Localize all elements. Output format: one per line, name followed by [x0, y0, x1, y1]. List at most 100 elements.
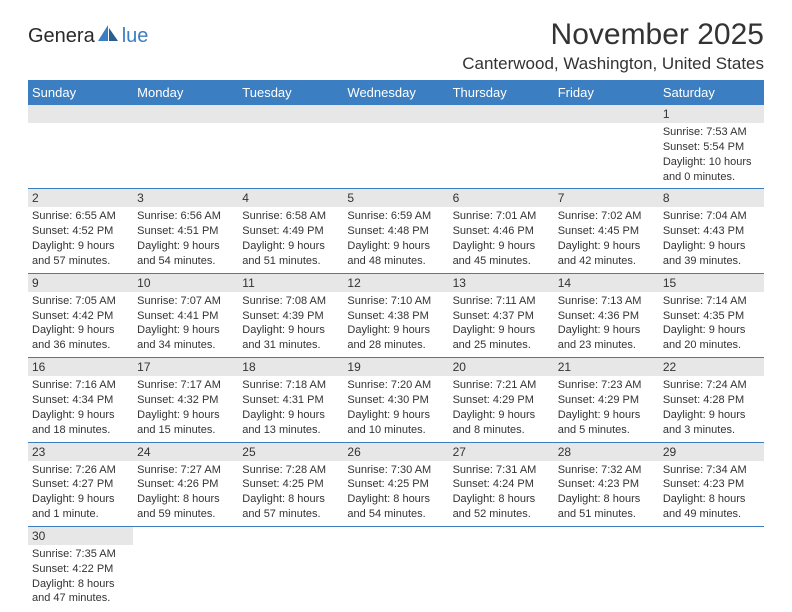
sunset-text: Sunset: 4:29 PM [453, 393, 550, 408]
calendar-day: 12Sunrise: 7:10 AMSunset: 4:38 PMDayligh… [343, 274, 448, 357]
day-info: Sunrise: 7:26 AMSunset: 4:27 PMDaylight:… [32, 463, 129, 522]
daylight-text: Daylight: 8 hours and 51 minutes. [558, 492, 655, 522]
daylight-text: Daylight: 9 hours and 42 minutes. [558, 239, 655, 269]
sunset-text: Sunset: 4:28 PM [663, 393, 760, 408]
daylight-text: Daylight: 9 hours and 54 minutes. [137, 239, 234, 269]
day-info: Sunrise: 7:16 AMSunset: 4:34 PMDaylight:… [32, 378, 129, 437]
day-info: Sunrise: 7:21 AMSunset: 4:29 PMDaylight:… [453, 378, 550, 437]
sunrise-text: Sunrise: 7:35 AM [32, 547, 129, 562]
sunset-text: Sunset: 4:49 PM [242, 224, 339, 239]
calendar-day: 5Sunrise: 6:59 AMSunset: 4:48 PMDaylight… [343, 189, 448, 272]
sunset-text: Sunset: 4:29 PM [558, 393, 655, 408]
calendar-day: 22 Sunrise: 7:24 AMSunset: 4:28 PMDayligh… [659, 358, 764, 441]
day-number: 8 [659, 189, 764, 207]
sunrise-text: Sunrise: 7:08 AM [242, 294, 339, 309]
day-number-strip [554, 105, 659, 123]
daylight-text: Daylight: 9 hours and 48 minutes. [347, 239, 444, 269]
calendar-header: Sunday Monday Tuesday Wednesday Thursday… [28, 80, 764, 105]
calendar-empty [133, 527, 238, 610]
calendar-week: 1Sunrise: 7:53 AMSunset: 5:54 PMDaylight… [28, 105, 764, 189]
daylight-text: Daylight: 9 hours and 20 minutes. [663, 323, 760, 353]
sunrise-text: Sunrise: 7:31 AM [453, 463, 550, 478]
calendar-body: 1Sunrise: 7:53 AMSunset: 5:54 PMDaylight… [28, 105, 764, 610]
day-info: Sunrise: 7:31 AMSunset: 4:24 PMDaylight:… [453, 463, 550, 522]
day-number: 17 [133, 358, 238, 376]
calendar-empty [449, 527, 554, 610]
sunrise-text: Sunrise: 7:17 AM [137, 378, 234, 393]
day-info: Sunrise: 7:23 AMSunset: 4:29 PMDaylight:… [558, 378, 655, 437]
sunrise-text: Sunrise: 7:11 AM [453, 294, 550, 309]
sunset-text: Sunset: 4:25 PM [242, 477, 339, 492]
daylight-text: Daylight: 9 hours and 18 minutes. [32, 408, 129, 438]
day-header: Thursday [449, 80, 554, 105]
sunset-text: Sunset: 4:39 PM [242, 309, 339, 324]
day-number-strip [28, 105, 133, 123]
day-number: 19 [343, 358, 448, 376]
sunrise-text: Sunrise: 7:01 AM [453, 209, 550, 224]
day-header: Saturday [659, 80, 764, 105]
sunset-text: Sunset: 4:22 PM [32, 562, 129, 577]
day-info: Sunrise: 7:11 AMSunset: 4:37 PMDaylight:… [453, 294, 550, 353]
calendar-day: 10 Sunrise: 7:07 AMSunset: 4:41 PMDayligh… [133, 274, 238, 357]
day-header: Tuesday [238, 80, 343, 105]
daylight-text: Daylight: 9 hours and 8 minutes. [453, 408, 550, 438]
day-info: Sunrise: 6:58 AMSunset: 4:49 PMDaylight:… [242, 209, 339, 268]
sunset-text: Sunset: 4:42 PM [32, 309, 129, 324]
calendar-day: 23Sunrise: 7:26 AMSunset: 4:27 PMDayligh… [28, 443, 133, 526]
daylight-text: Daylight: 8 hours and 49 minutes. [663, 492, 760, 522]
day-header: Monday [133, 80, 238, 105]
sunrise-text: Sunrise: 7:24 AM [663, 378, 760, 393]
page: Genera lue November 2025 Canterwood, Was… [0, 0, 792, 610]
calendar-empty [28, 105, 133, 188]
sunset-text: Sunset: 4:25 PM [347, 477, 444, 492]
daylight-text: Daylight: 9 hours and 28 minutes. [347, 323, 444, 353]
calendar-empty [554, 105, 659, 188]
calendar-empty [659, 527, 764, 610]
day-number: 13 [449, 274, 554, 292]
calendar-day: 28Sunrise: 7:32 AMSunset: 4:23 PMDayligh… [554, 443, 659, 526]
day-number: 28 [554, 443, 659, 461]
sunrise-text: Sunrise: 7:21 AM [453, 378, 550, 393]
day-number: 7 [554, 189, 659, 207]
day-number: 22 [659, 358, 764, 376]
day-info: Sunrise: 7:35 AMSunset: 4:22 PMDaylight:… [32, 547, 129, 606]
calendar-day: 6Sunrise: 7:01 AMSunset: 4:46 PMDaylight… [449, 189, 554, 272]
sunset-text: Sunset: 4:43 PM [663, 224, 760, 239]
calendar-empty [238, 527, 343, 610]
sunset-text: Sunset: 4:41 PM [137, 309, 234, 324]
sunrise-text: Sunrise: 7:20 AM [347, 378, 444, 393]
sunset-text: Sunset: 4:45 PM [558, 224, 655, 239]
day-number-strip [238, 105, 343, 123]
day-info: Sunrise: 7:04 AMSunset: 4:43 PMDaylight:… [663, 209, 760, 268]
sunset-text: Sunset: 4:36 PM [558, 309, 655, 324]
day-info: Sunrise: 7:24 AMSunset: 4:28 PMDaylight:… [663, 378, 760, 437]
calendar-week: 30Sunrise: 7:35 AMSunset: 4:22 PMDayligh… [28, 527, 764, 610]
day-number: 6 [449, 189, 554, 207]
day-number-strip [449, 105, 554, 123]
calendar-week: 16Sunrise: 7:16 AMSunset: 4:34 PMDayligh… [28, 358, 764, 442]
sunrise-text: Sunrise: 6:55 AM [32, 209, 129, 224]
calendar-day: 9Sunrise: 7:05 AMSunset: 4:42 PMDaylight… [28, 274, 133, 357]
day-number: 21 [554, 358, 659, 376]
day-number: 10 [133, 274, 238, 292]
sunset-text: Sunset: 4:26 PM [137, 477, 234, 492]
sunrise-text: Sunrise: 7:26 AM [32, 463, 129, 478]
calendar-day: 20Sunrise: 7:21 AMSunset: 4:29 PMDayligh… [449, 358, 554, 441]
sunset-text: Sunset: 4:51 PM [137, 224, 234, 239]
day-info: Sunrise: 7:10 AMSunset: 4:38 PMDaylight:… [347, 294, 444, 353]
calendar-day: 11Sunrise: 7:08 AMSunset: 4:39 PMDayligh… [238, 274, 343, 357]
sail-icon [97, 24, 119, 48]
page-subtitle: Canterwood, Washington, United States [462, 54, 764, 74]
day-header: Friday [554, 80, 659, 105]
day-info: Sunrise: 7:53 AMSunset: 5:54 PMDaylight:… [663, 125, 760, 184]
daylight-text: Daylight: 9 hours and 5 minutes. [558, 408, 655, 438]
day-info: Sunrise: 6:55 AMSunset: 4:52 PMDaylight:… [32, 209, 129, 268]
day-number: 18 [238, 358, 343, 376]
daylight-text: Daylight: 9 hours and 1 minute. [32, 492, 129, 522]
sunrise-text: Sunrise: 7:13 AM [558, 294, 655, 309]
daylight-text: Daylight: 9 hours and 31 minutes. [242, 323, 339, 353]
day-info: Sunrise: 7:07 AMSunset: 4:41 PMDaylight:… [137, 294, 234, 353]
calendar-week: 23Sunrise: 7:26 AMSunset: 4:27 PMDayligh… [28, 443, 764, 527]
daylight-text: Daylight: 9 hours and 3 minutes. [663, 408, 760, 438]
sunset-text: Sunset: 4:38 PM [347, 309, 444, 324]
